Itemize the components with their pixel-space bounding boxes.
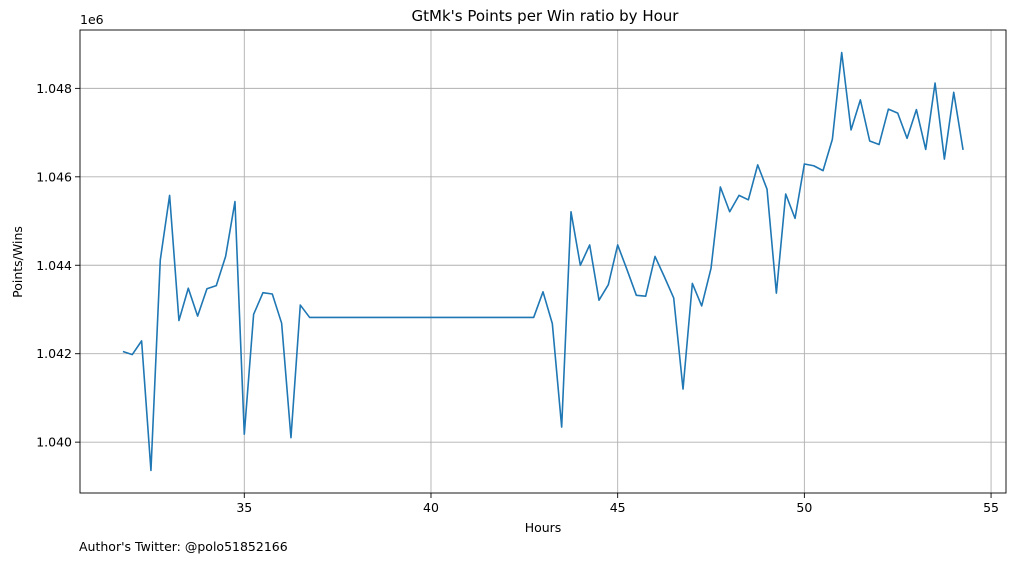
y-axis-offset-label: 1e6	[80, 12, 104, 27]
tick-layer: 35 40 45 50 55 1.040 1.042 1.044 1.046 1.048	[36, 81, 999, 515]
y-tick-label: 1.048	[36, 81, 72, 96]
x-axis-label: Hours	[525, 520, 562, 535]
chart-title: GtMk's Points per Win ratio by Hour	[412, 7, 680, 25]
y-axis-label: Points/Wins	[10, 226, 25, 298]
x-tick-label: 50	[796, 500, 812, 515]
author-credit: Author's Twitter: @polo51852166	[79, 539, 288, 554]
series-layer	[122, 51, 964, 472]
plot-frame	[79, 29, 1007, 494]
x-tick-label: 45	[610, 500, 626, 515]
y-tick-label: 1.046	[36, 169, 72, 184]
x-tick-label: 35	[236, 500, 252, 515]
series-line-0	[122, 51, 964, 472]
y-tick-label: 1.040	[36, 435, 72, 450]
y-tick-label: 1.044	[36, 258, 72, 273]
x-tick-label: 55	[983, 500, 999, 515]
grid-layer	[80, 30, 1006, 493]
y-tick-label: 1.042	[36, 346, 72, 361]
x-tick-label: 40	[423, 500, 439, 515]
